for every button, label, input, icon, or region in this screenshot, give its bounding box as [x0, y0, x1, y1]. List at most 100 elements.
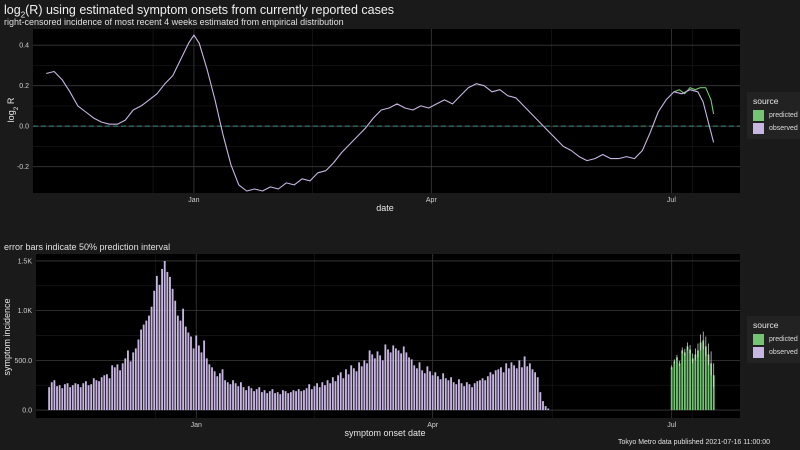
observed-bar: [203, 340, 206, 411]
observed-key: [753, 123, 764, 134]
observed-bar: [360, 366, 363, 411]
observed-bar: [87, 385, 90, 411]
observed-bar: [234, 383, 237, 411]
observed-bar: [313, 386, 316, 411]
observed-bar: [355, 371, 358, 411]
observed-bar: [510, 362, 513, 411]
predicted-bar: [697, 350, 699, 411]
predicted-bar: [699, 342, 702, 411]
observed-bar: [263, 390, 266, 411]
observed-bar: [155, 275, 158, 411]
observed-bar: [169, 276, 171, 411]
observed-bar: [79, 387, 82, 411]
top-y-tick-label: 0.0: [19, 124, 29, 131]
predicted-bar: [678, 363, 681, 411]
observed-bar: [531, 369, 534, 411]
observed-bar: [381, 360, 384, 411]
observed-bar: [208, 364, 211, 411]
observed-bar: [331, 377, 334, 411]
observed-bar: [507, 368, 510, 411]
bottom-x-tick-label: Apr: [427, 422, 439, 429]
observed-bar: [200, 352, 203, 411]
observed-bar: [150, 306, 153, 411]
observed-bar: [195, 335, 198, 411]
observed-bar: [213, 371, 216, 411]
predicted-bar: [673, 361, 676, 411]
bottom-x-tick-label: Jul: [667, 422, 676, 429]
observed-bar: [547, 408, 550, 411]
observed-bar: [489, 372, 492, 411]
observed-bar: [140, 329, 142, 411]
top-y-tick-label: 0.2: [19, 83, 29, 90]
observed-bar: [308, 384, 311, 411]
observed-bar: [108, 378, 111, 411]
observed-bar: [255, 389, 258, 411]
observed-bar: [161, 268, 164, 411]
top-y-axis-label: log2 R: [6, 97, 20, 122]
observed-bar: [402, 346, 405, 411]
observed-bar: [305, 388, 308, 411]
bottom-legend: source predicted observed: [747, 316, 800, 363]
observed-bar: [450, 377, 452, 411]
title-subscript: 2: [20, 10, 26, 20]
observed-bar: [376, 351, 379, 411]
bottom-y-axis-label: symptom incidence: [2, 298, 12, 375]
observed-bar: [458, 379, 460, 411]
bottom-plot-panel: 0.0 500.0 1.0K 1.5K Jan Apr Jul: [14, 254, 740, 429]
observed-bar: [171, 288, 174, 411]
observed-bar: [229, 384, 232, 411]
observed-bar: [421, 370, 424, 411]
observed-bar: [211, 367, 213, 411]
predicted-bar: [689, 349, 692, 411]
bottom-y-tick-label: 0.0: [22, 408, 32, 415]
observed-bar: [121, 363, 124, 411]
observed-bar: [303, 390, 305, 411]
observed-bar: [523, 356, 526, 411]
observed-bar: [321, 382, 324, 411]
observed-bar: [447, 380, 450, 411]
observed-bar: [137, 339, 140, 411]
top-legend-item-predicted: predicted: [753, 109, 798, 122]
observed-bar: [465, 382, 468, 411]
top-legend-item-observed: observed: [753, 122, 798, 135]
observed-bar: [371, 354, 374, 411]
observed-bar: [502, 372, 505, 411]
observed-bar: [124, 358, 127, 411]
observed-bar: [339, 372, 342, 411]
chart-title: log2(R) using estimated symptom onsets f…: [4, 3, 395, 20]
observed-bar: [276, 392, 279, 411]
observed-bar: [103, 375, 106, 411]
observed-bar: [295, 391, 297, 411]
observed-bar: [455, 384, 458, 411]
observed-bar: [358, 362, 361, 411]
observed-bar: [163, 260, 166, 411]
observed-bar: [142, 324, 145, 411]
observed-bar: [452, 382, 455, 411]
observed-bar: [471, 387, 473, 411]
observed-bar: [221, 369, 224, 411]
observed-bar: [289, 392, 292, 411]
observed-bar: [216, 376, 219, 411]
top-x-tick-label: Apr: [426, 197, 438, 204]
observed-bar: [98, 381, 100, 411]
observed-bar: [297, 389, 300, 411]
observed-bar: [132, 352, 135, 411]
observed-bar: [148, 315, 150, 411]
observed-bar: [56, 386, 58, 411]
observed-bar: [397, 350, 400, 411]
observed-bar: [431, 375, 434, 411]
observed-bar: [63, 384, 66, 411]
predicted-bar: [686, 346, 689, 411]
observed-bar: [179, 320, 182, 411]
observed-bar: [258, 387, 261, 411]
predicted-bar: [702, 340, 705, 411]
observed-bar: [66, 383, 69, 411]
observed-bar: [158, 284, 161, 411]
observed-bar: [329, 383, 332, 411]
observed-bar: [518, 360, 521, 411]
observed-bar: [242, 387, 245, 411]
bottom-legend-title: source: [753, 320, 779, 330]
observed-bar: [111, 365, 114, 411]
observed-bar: [366, 363, 368, 411]
observed-bar: [387, 349, 389, 411]
